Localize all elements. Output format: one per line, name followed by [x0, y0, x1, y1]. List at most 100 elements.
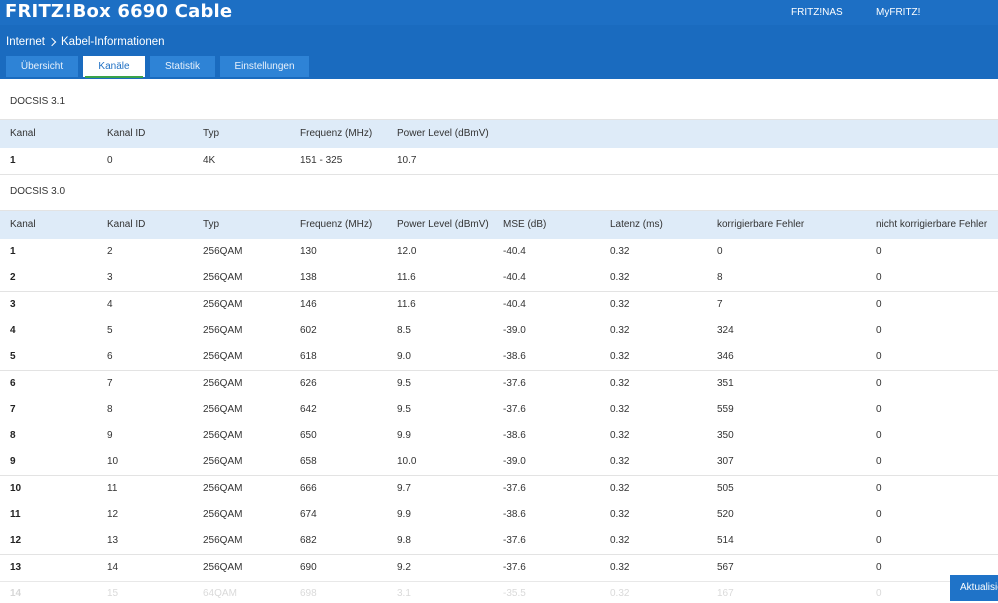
- cell-kanal-id: 2: [107, 246, 113, 257]
- cell-kanal-id: 12: [107, 509, 119, 520]
- column-header: Kanal: [10, 219, 36, 230]
- cell-kanal: 5: [10, 351, 16, 363]
- cell-nicht-korrigierbare-fehler: 0: [876, 509, 882, 520]
- docsis30-table-header: Kanal Kanal ID Typ Frequenz (MHz) Power …: [0, 211, 998, 239]
- cell-kanal-id: 10: [107, 456, 119, 468]
- column-header: Frequenz (MHz): [300, 219, 373, 230]
- cell-frequenz: 642: [300, 403, 317, 415]
- cell-mse: -38.6: [503, 430, 526, 442]
- cell-kanal-id: 7: [107, 377, 113, 389]
- cell-kanal: 9: [10, 456, 16, 468]
- cell-frequenz: 682: [300, 535, 317, 547]
- column-header: MSE (dB): [503, 219, 547, 230]
- column-header: Kanal ID: [107, 128, 146, 139]
- docsis31-table-header: Kanal Kanal ID Typ Frequenz (MHz) Power …: [0, 120, 998, 148]
- cell-typ: 256QAM: [203, 324, 243, 336]
- tab-einstellungen[interactable]: Einstellungen: [220, 56, 309, 77]
- cell-mse: -40.4: [503, 298, 526, 310]
- cell-typ: 4K: [203, 155, 216, 166]
- breadcrumb: Internet Kabel-Informationen: [6, 36, 165, 48]
- cell-korrigierbare-fehler: 324: [717, 324, 734, 336]
- table-row: 9 10 256QAM 658 10.0 -39.0 0.32 307 0: [0, 449, 998, 477]
- cell-power-level: 10.0: [397, 456, 417, 468]
- cell-latenz: 0.32: [610, 246, 630, 257]
- table-row: 14 15 64QAM 698 3.1 -35.5 0.32 167 0: [0, 580, 998, 603]
- column-header: Kanal ID: [107, 219, 146, 230]
- cell-power-level: 9.8: [397, 535, 411, 547]
- table-row: 12 13 256QAM 682 9.8 -37.6 0.32 514 0: [0, 528, 998, 556]
- cell-nicht-korrigierbare-fehler: 0: [876, 456, 882, 468]
- cell-kanal: 1: [10, 246, 16, 257]
- cell-nicht-korrigierbare-fehler: 0: [876, 246, 882, 257]
- cell-typ: 256QAM: [203, 430, 243, 442]
- cell-mse: -40.4: [503, 246, 526, 257]
- cell-kanal-id: 13: [107, 535, 119, 547]
- cell-typ: 256QAM: [203, 509, 243, 520]
- cell-latenz: 0.32: [610, 430, 630, 442]
- table-row: 7 8 256QAM 642 9.5 -37.6 0.32 559 0: [0, 396, 998, 424]
- cell-kanal: 3: [10, 298, 16, 310]
- myfritz-link[interactable]: MyFRITZ!: [876, 7, 921, 18]
- cell-korrigierbare-fehler: 307: [717, 456, 734, 468]
- fritz-nas-link[interactable]: FRITZ!NAS: [791, 7, 843, 18]
- cell-nicht-korrigierbare-fehler: 0: [876, 561, 882, 573]
- table-row: 1 2 256QAM 130 12.0 -40.4 0.32 0 0: [0, 239, 998, 266]
- cell-korrigierbare-fehler: 167: [717, 587, 734, 599]
- cell-latenz: 0.32: [610, 482, 630, 494]
- cell-nicht-korrigierbare-fehler: 0: [876, 535, 882, 547]
- top-bar: FRITZ!Box 6690 Cable FRITZ!NAS MyFRITZ!: [0, 0, 998, 25]
- cell-korrigierbare-fehler: 559: [717, 403, 734, 415]
- column-header: Typ: [203, 128, 220, 139]
- cell-typ: 256QAM: [203, 561, 243, 573]
- column-header: Frequenz (MHz): [300, 128, 373, 139]
- cell-typ: 64QAM: [203, 587, 237, 599]
- cell-kanal: 7: [10, 403, 16, 415]
- cell-typ: 256QAM: [203, 298, 243, 310]
- tab-kanaele[interactable]: Kanäle: [83, 56, 145, 78]
- cell-frequenz: 698: [300, 587, 317, 599]
- column-header: Power Level (dBmV): [397, 128, 489, 139]
- cell-typ: 256QAM: [203, 377, 243, 389]
- cell-mse: -37.6: [503, 561, 526, 573]
- cell-mse: -38.6: [503, 509, 526, 520]
- cell-kanal: 8: [10, 430, 16, 442]
- cell-frequenz: 658: [300, 456, 317, 468]
- cell-mse: -38.6: [503, 351, 526, 363]
- cell-kanal-id: 11: [107, 482, 118, 494]
- table-row: 1 0 4K 151 - 325 10.7: [0, 148, 998, 175]
- cell-kanal-id: 6: [107, 351, 113, 363]
- cell-latenz: 0.32: [610, 456, 630, 468]
- tab-statistik[interactable]: Statistik: [150, 56, 215, 77]
- cell-frequenz: 138: [300, 272, 317, 284]
- cell-kanal: 6: [10, 377, 16, 389]
- cell-korrigierbare-fehler: 0: [717, 246, 723, 257]
- cell-power-level: 12.0: [397, 246, 417, 257]
- table-row: 2 3 256QAM 138 11.6 -40.4 0.32 8 0: [0, 265, 998, 293]
- tab-uebersicht[interactable]: Übersicht: [6, 56, 78, 77]
- cell-korrigierbare-fehler: 514: [717, 535, 734, 547]
- cell-power-level: 9.2: [397, 561, 411, 573]
- cell-frequenz: 130: [300, 246, 317, 257]
- cell-typ: 256QAM: [203, 403, 243, 415]
- channel-content[interactable]: DOCSIS 3.1 Kanal Kanal ID Typ Frequenz (…: [0, 79, 998, 603]
- cell-korrigierbare-fehler: 350: [717, 430, 734, 442]
- refresh-button[interactable]: Aktualisieren: [950, 575, 998, 601]
- cell-power-level: 9.0: [397, 351, 411, 363]
- table-row: 4 5 256QAM 602 8.5 -39.0 0.32 324 0: [0, 317, 998, 345]
- cell-mse: -37.6: [503, 482, 526, 494]
- cell-power-level: 9.5: [397, 377, 411, 389]
- breadcrumb-internet[interactable]: Internet: [6, 36, 45, 48]
- cell-mse: -35.5: [503, 587, 526, 599]
- cell-frequenz: 618: [300, 351, 317, 363]
- cell-mse: -39.0: [503, 324, 526, 336]
- cell-kanal: 10: [10, 482, 22, 494]
- cell-nicht-korrigierbare-fehler: 0: [876, 587, 882, 599]
- cell-frequenz: 666: [300, 482, 317, 494]
- cell-typ: 256QAM: [203, 535, 243, 547]
- cell-nicht-korrigierbare-fehler: 0: [876, 377, 882, 389]
- cell-typ: 256QAM: [203, 351, 243, 363]
- cell-kanal-id: 4: [107, 298, 113, 310]
- cell-frequenz: 674: [300, 509, 317, 520]
- cell-kanal: 12: [10, 535, 22, 547]
- divider: [0, 210, 998, 211]
